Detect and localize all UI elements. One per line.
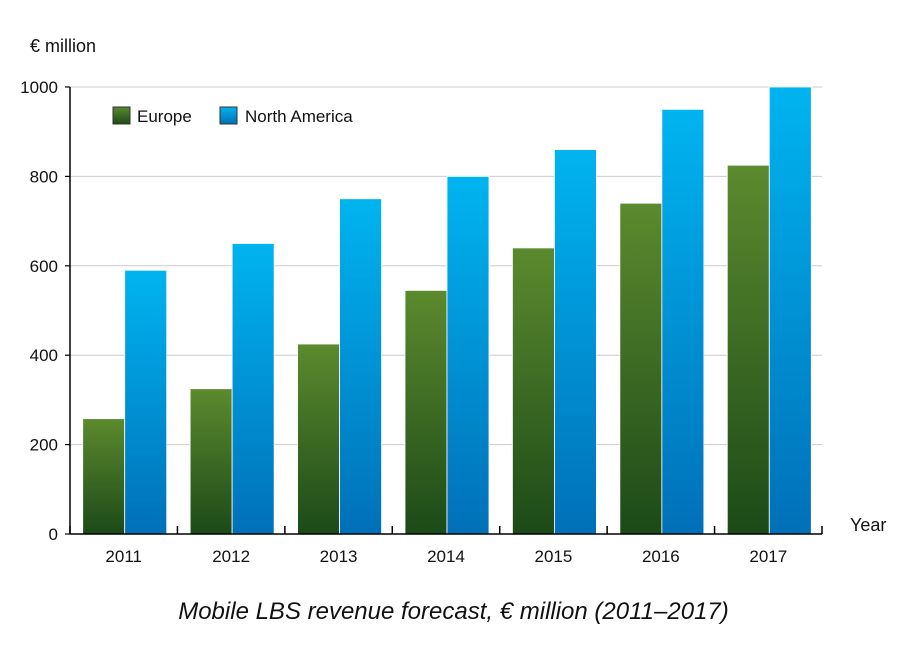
y-tick-label: 800 <box>30 167 58 186</box>
bar-north-america <box>339 198 382 535</box>
x-tick-label: 2015 <box>535 547 573 566</box>
x-tick-label: 2017 <box>749 547 787 566</box>
y-axis-title: € million <box>30 36 96 56</box>
bar-europe <box>404 289 448 535</box>
bar-europe <box>297 343 340 535</box>
x-tick-label: 2013 <box>320 547 358 566</box>
bar-north-america <box>231 243 275 535</box>
x-tick-labels: 2011 2012 2013 2014 2015 2016 2017 <box>105 547 787 566</box>
bar-europe <box>619 202 663 535</box>
x-tick-label: 2011 <box>105 547 142 566</box>
bar-europe <box>189 388 233 535</box>
bar-europe <box>726 164 770 535</box>
bar-north-america <box>124 269 168 535</box>
x-tick-label: 2012 <box>212 547 250 566</box>
axes <box>65 86 823 535</box>
y-tick-label: 200 <box>30 436 58 455</box>
y-tick-label: 600 <box>30 257 58 276</box>
chart-caption: Mobile LBS revenue forecast, € million (… <box>178 598 729 625</box>
y-tick-label: 400 <box>30 346 58 365</box>
bar-europe <box>82 418 126 535</box>
x-tick-label: 2016 <box>642 547 680 566</box>
x-tick-label: 2014 <box>427 547 465 566</box>
legend-swatch-europe <box>112 106 131 125</box>
x-axis-title: Year <box>850 515 886 535</box>
bar-europe <box>512 247 555 535</box>
bars <box>82 86 812 535</box>
legend-label-north-america: North America <box>245 107 353 126</box>
bar-north-america <box>554 149 597 535</box>
y-tick-label: 0 <box>49 525 58 544</box>
y-tick-label: 1000 <box>20 78 58 97</box>
legend: Europe North America <box>112 106 353 126</box>
legend-swatch-north-america <box>219 106 238 125</box>
bar-north-america <box>446 175 490 535</box>
bar-north-america <box>768 86 812 535</box>
y-tick-labels: 0 200 400 600 800 1000 <box>20 78 58 544</box>
bar-north-america <box>661 108 705 535</box>
legend-label-europe: Europe <box>137 107 192 126</box>
